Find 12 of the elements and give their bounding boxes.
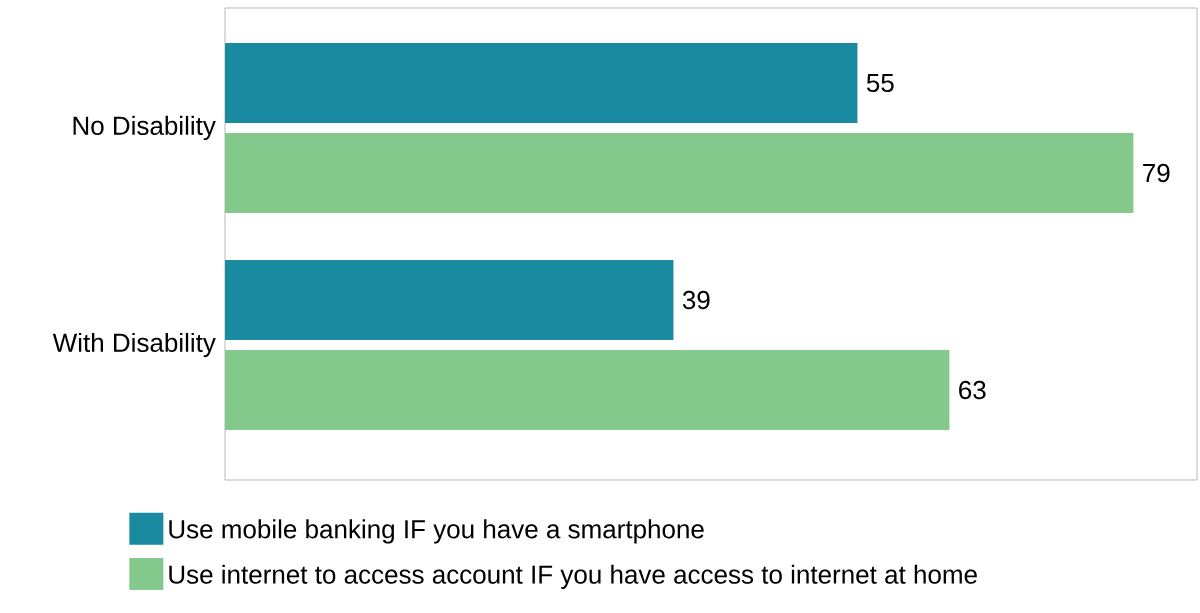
bar xyxy=(225,260,674,341)
data-label: 39 xyxy=(682,290,710,310)
bar xyxy=(225,133,1134,213)
legend-label: Use internet to access account IF you have access to internet at home xyxy=(169,564,977,589)
bar xyxy=(225,350,950,431)
bar xyxy=(225,43,858,123)
data-label: 79 xyxy=(1143,163,1170,183)
legend-label: Use mobile banking IF you have a smartphone xyxy=(169,519,704,544)
data-label: 63 xyxy=(959,380,986,400)
y-tick-label: With Disability xyxy=(52,332,216,358)
data-label: 55 xyxy=(866,73,894,93)
y-tick-label: No Disability xyxy=(73,115,216,141)
